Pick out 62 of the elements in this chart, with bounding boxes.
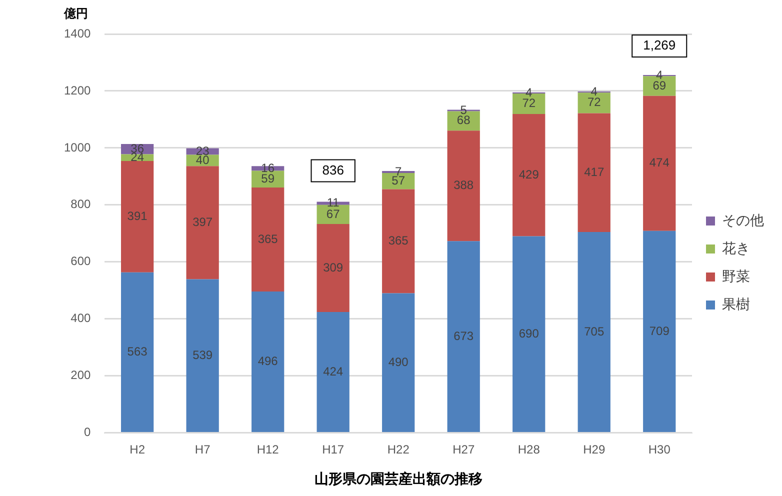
- data-label: 673: [454, 328, 474, 343]
- data-label: 59: [261, 171, 275, 186]
- x-tick-label: H12: [256, 442, 280, 456]
- bar: [382, 189, 415, 294]
- bar: [447, 130, 480, 242]
- y-tick-label: 600: [70, 254, 92, 268]
- x-tick-label: H22: [387, 442, 410, 456]
- data-label: 417: [584, 164, 604, 179]
- data-label: 496: [258, 354, 278, 368]
- x-tick-label: H7: [194, 442, 211, 456]
- bar: [643, 230, 676, 432]
- data-label: 365: [388, 234, 409, 248]
- bar: [252, 188, 284, 292]
- legend-label: 果樹: [722, 296, 750, 312]
- bar: [186, 279, 219, 432]
- bar: [252, 292, 284, 432]
- data-label: 429: [518, 167, 540, 182]
- y-tick-label: 1000: [64, 140, 92, 154]
- x-tick-label: H29: [583, 442, 606, 456]
- data-label: 424: [323, 364, 344, 378]
- bar: [512, 114, 546, 236]
- bar: [382, 293, 415, 432]
- data-label: 690: [518, 326, 540, 340]
- legend-label: 花き: [722, 240, 750, 256]
- y-tick-label: 800: [70, 197, 92, 212]
- y-tick-label: 400: [70, 311, 92, 326]
- annotation: 836: [322, 162, 344, 178]
- data-label: 397: [192, 215, 213, 230]
- y-tick-label: 1400: [64, 26, 92, 40]
- data-label: 705: [584, 324, 604, 338]
- legend-label: その他: [722, 212, 764, 228]
- bar: [578, 113, 610, 232]
- y-tick-label: 200: [70, 368, 92, 382]
- y-tick-label: 1200: [64, 83, 92, 98]
- bar: [512, 236, 546, 432]
- x-tick-label: H17: [322, 442, 344, 456]
- data-label: 365: [258, 232, 278, 246]
- data-label: 391: [127, 209, 148, 224]
- x-tick-label: H28: [518, 442, 540, 456]
- bar: [643, 96, 676, 231]
- data-label: 563: [127, 344, 148, 359]
- legend-label: 野菜: [722, 268, 750, 284]
- bar: [447, 241, 480, 432]
- bar: [121, 272, 154, 432]
- x-tick-label: H2: [130, 442, 146, 456]
- data-label: 490: [388, 354, 409, 369]
- y-tick-label: 0: [84, 425, 92, 440]
- data-label: 388: [454, 178, 474, 192]
- data-label: 709: [649, 324, 670, 338]
- data-label: 309: [323, 260, 344, 274]
- data-label: 474: [649, 156, 670, 170]
- bar: [578, 232, 610, 432]
- bar: [121, 161, 154, 272]
- annotation: 1,269: [643, 38, 676, 53]
- data-label: 539: [192, 348, 213, 362]
- x-tick-label: H27: [452, 442, 475, 456]
- bar: [316, 224, 350, 312]
- y-axis-title: 億円: [63, 6, 88, 20]
- x-axis-title: 山形県の園芸産出額の推移: [314, 470, 482, 486]
- bar: [316, 312, 350, 432]
- bar: [186, 166, 219, 280]
- x-tick-label: H30: [648, 442, 671, 456]
